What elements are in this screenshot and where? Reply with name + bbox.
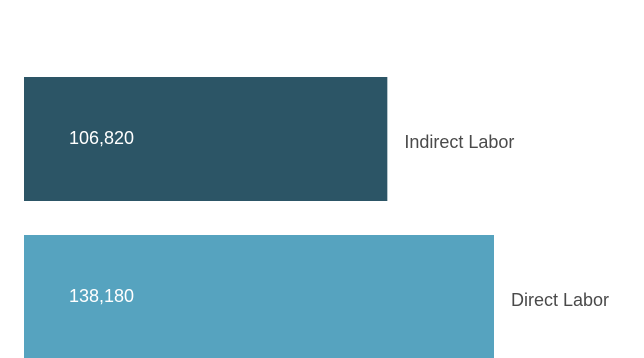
category-label-direct-labor: Direct Labor bbox=[511, 290, 609, 310]
bar-direct-labor bbox=[24, 235, 494, 358]
category-label-indirect-labor: Indirect Labor bbox=[404, 132, 514, 152]
bars-layer bbox=[24, 77, 494, 358]
bar-value-label-indirect-labor: 106,820 bbox=[69, 128, 134, 148]
bar-indirect-labor bbox=[24, 77, 388, 201]
bar-value-label-direct-labor: 138,180 bbox=[69, 286, 134, 306]
labels-layer: 106,820 Indirect Labor 138,180 Direct Labor bbox=[69, 128, 609, 310]
